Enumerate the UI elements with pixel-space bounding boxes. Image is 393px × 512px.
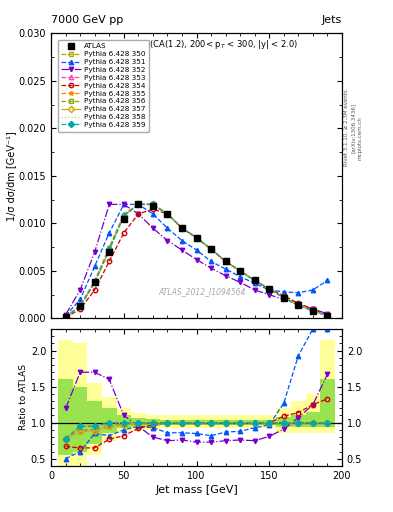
Text: mcplots.cern.ch: mcplots.cern.ch: [358, 116, 363, 160]
Legend: ATLAS, Pythia 6.428 350, Pythia 6.428 351, Pythia 6.428 352, Pythia 6.428 353, P: ATLAS, Pythia 6.428 350, Pythia 6.428 35…: [58, 40, 149, 132]
Text: Jets: Jets: [321, 14, 342, 25]
Text: ATLAS_2012_I1094564: ATLAS_2012_I1094564: [159, 287, 246, 295]
Text: [arXiv:1306.3436]: [arXiv:1306.3436]: [351, 103, 356, 153]
X-axis label: Jet mass [GeV]: Jet mass [GeV]: [155, 485, 238, 495]
Y-axis label: Ratio to ATLAS: Ratio to ATLAS: [19, 365, 28, 431]
Text: Jet mass (CA(1.2), 200< p$_T$ < 300, |y| < 2.0): Jet mass (CA(1.2), 200< p$_T$ < 300, |y|…: [112, 37, 299, 51]
Text: Rivet 3.1.10, ≥ 2.3M events: Rivet 3.1.10, ≥ 2.3M events: [344, 90, 349, 166]
Text: 7000 GeV pp: 7000 GeV pp: [51, 14, 123, 25]
Y-axis label: 1/σ dσ/dm [GeV⁻¹]: 1/σ dσ/dm [GeV⁻¹]: [6, 131, 16, 221]
